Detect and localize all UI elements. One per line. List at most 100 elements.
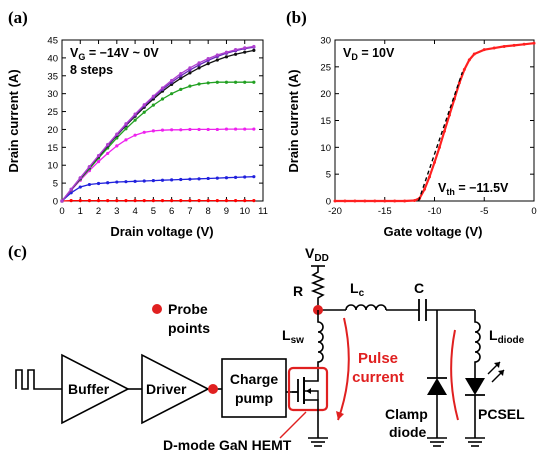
chart-b-point <box>512 43 516 47</box>
chart-a-point <box>188 177 192 181</box>
chart-a-point <box>206 127 210 132</box>
chart-a-point <box>215 176 219 180</box>
chart-a-ylabel: Drain current (A) <box>6 69 21 172</box>
chart-b-point <box>343 199 347 203</box>
chart-a-point <box>233 175 238 179</box>
chart-a-point <box>170 199 174 203</box>
chart-a-point <box>179 76 183 80</box>
hemt-drain <box>304 370 319 382</box>
chart-1-xtick-label: -10 <box>428 206 442 217</box>
chart-a-point <box>233 48 238 52</box>
chart-a-xlabel: Drain voltage (V) <box>110 224 213 239</box>
chart-a-point <box>243 50 247 54</box>
probe-legend-label-line2: points <box>168 320 210 336</box>
chart-a-point <box>133 179 137 183</box>
resistor-label: R <box>293 283 303 299</box>
chart-a-point <box>170 128 174 132</box>
inductor-lsw <box>317 310 324 370</box>
chart-a-point <box>87 199 92 203</box>
chart-a-point <box>69 199 73 203</box>
charge-pump-box <box>221 358 287 418</box>
chart-a-point <box>243 175 247 179</box>
chart-0-ytick-label: 30 <box>47 89 58 100</box>
chart-a-point <box>224 199 229 203</box>
chart-a-point <box>252 44 256 49</box>
chart-a-point <box>233 52 238 56</box>
circuit-diagram: Buffer Driver Charge pump Probe points V… <box>15 245 525 453</box>
chart-a-point <box>197 199 201 203</box>
chart-a-point <box>243 127 247 131</box>
charge-pump-label-line1: Charge <box>230 371 278 387</box>
chart-a-point <box>243 199 247 203</box>
chart-a-point <box>215 199 219 203</box>
chart-a-point <box>188 84 192 88</box>
chart-b-point <box>502 44 506 48</box>
chart-a-point <box>124 138 128 142</box>
chart-1-ytick-label: 0 <box>326 197 331 208</box>
chart-1-ytick-label: 25 <box>320 62 331 73</box>
chart-a-point <box>142 199 146 203</box>
chart-a-point <box>215 53 219 57</box>
chart-b-fit-line <box>417 71 464 202</box>
chart-b-point <box>482 48 486 52</box>
chart-1-ytick-label: 20 <box>320 89 331 100</box>
chart-b-point <box>492 46 496 50</box>
chart-a-point <box>188 199 192 203</box>
chart-a-point <box>188 66 192 70</box>
chart-1-ytick-label: 10 <box>320 143 331 154</box>
chart-1-ytick-label: 15 <box>320 116 331 127</box>
inductor-ldiode-label: Ldiode <box>489 327 525 346</box>
chart-0-xtick-label: 6 <box>169 206 174 217</box>
chart-a-point <box>252 48 256 52</box>
chart-a-point <box>197 177 201 181</box>
chart-a-point <box>106 151 110 156</box>
chart-b-point <box>522 42 526 46</box>
chart-0-ytick-label: 15 <box>47 143 58 154</box>
chart-a-point <box>160 199 165 203</box>
chart-a-point <box>243 46 247 50</box>
chart-b-series-line <box>335 42 535 203</box>
inductor-lsw-label: Lsw <box>282 327 304 346</box>
buffer-amplifier <box>61 353 130 425</box>
chart-b-point <box>373 199 377 203</box>
chart-a-point <box>115 144 119 148</box>
chart-b: -20 -15 -10 -5 0 0 5 10 15 20 25 30 Drain current (… <box>286 36 537 240</box>
chart-a-series-line <box>61 81 254 202</box>
chart-0-ytick-label: 35 <box>47 71 58 82</box>
inductor-lc-label: Lc <box>350 280 365 299</box>
chart-a-point <box>124 127 128 131</box>
chart-b-point <box>333 199 337 203</box>
pulse-current-label-line1: Pulse <box>358 350 398 367</box>
panel-b-label: (b) <box>286 8 307 27</box>
chart-a-point <box>106 142 110 147</box>
chart-0-xtick-label: 3 <box>114 206 119 217</box>
vdd-label: VDD <box>305 245 329 264</box>
chart-0-ytick-label: 0 <box>53 197 58 208</box>
chart-a-point <box>170 178 174 182</box>
chart-a-point <box>115 199 119 203</box>
chart-1-xtick-label: -5 <box>480 206 488 217</box>
chart-a-point <box>60 199 64 203</box>
chart-a-series-line <box>61 45 255 202</box>
chart-1-xtick-label: 0 <box>531 206 536 217</box>
buffer-label: Buffer <box>68 381 110 397</box>
chart-b-point <box>437 145 441 149</box>
chart-1-xtick-label: -15 <box>378 206 392 217</box>
chart-0-xtick-label: 11 <box>258 206 268 217</box>
driver-amplifier <box>141 353 210 425</box>
chart-a-point <box>106 199 110 203</box>
chart-0-xtick-label: 1 <box>78 206 83 217</box>
chart-b-point <box>462 68 466 72</box>
chart-a-series-line <box>61 128 254 202</box>
chart-a-point <box>78 185 82 189</box>
clamp-diode-label-line2: diode <box>389 424 427 440</box>
chart-b-annotation-vd: VD = 10V <box>343 46 395 62</box>
chart-a-point <box>133 112 137 116</box>
chart-a-point <box>96 160 101 164</box>
chart-1-ytick-label: 5 <box>326 170 331 181</box>
resistor-r <box>310 266 326 310</box>
chart-a-point <box>206 57 210 61</box>
chart-a-point <box>160 178 165 182</box>
